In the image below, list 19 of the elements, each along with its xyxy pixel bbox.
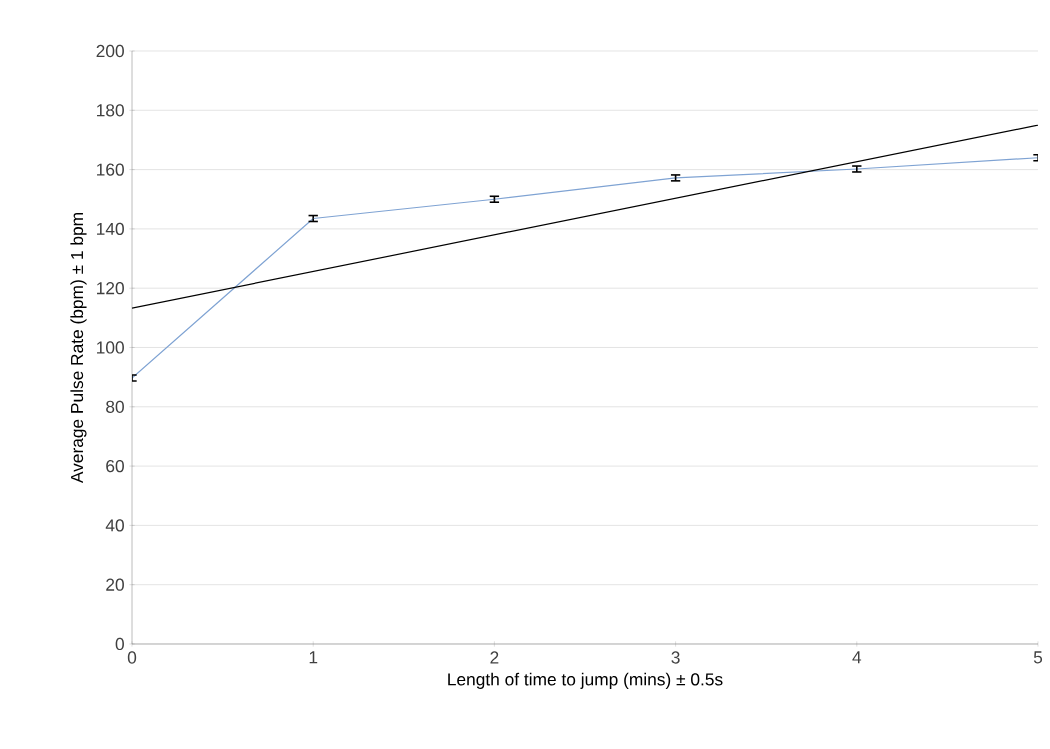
y-tick-label: 60 xyxy=(106,459,124,473)
x-tick-label: 5 xyxy=(1033,651,1043,664)
y-tick-label: 80 xyxy=(106,400,124,413)
x-tick-label: 0 xyxy=(127,651,137,664)
y-tick-label: 160 xyxy=(97,163,124,176)
y-tick-label: 0 xyxy=(115,637,124,651)
x-tick-label: 4 xyxy=(852,651,862,664)
y-tick-label: 200 xyxy=(96,44,124,58)
y-tick-label: 140 xyxy=(97,222,124,236)
y-tick-label: 100 xyxy=(97,341,124,354)
x-tick-label: 3 xyxy=(671,651,680,664)
x-tick-label: 2 xyxy=(490,651,499,664)
x-tick-label: 1 xyxy=(309,651,318,664)
y-tick-label: 120 xyxy=(97,282,124,295)
y-axis-title: Average Pulse Rate (bpm) ± 1 bpm xyxy=(70,213,87,484)
y-tick-label: 180 xyxy=(97,104,124,117)
y-tick-label: 20 xyxy=(106,578,124,591)
x-axis-title: Length of time to jump (mins) ± 0.5s xyxy=(448,672,723,689)
y-tick-label: 40 xyxy=(105,519,124,532)
